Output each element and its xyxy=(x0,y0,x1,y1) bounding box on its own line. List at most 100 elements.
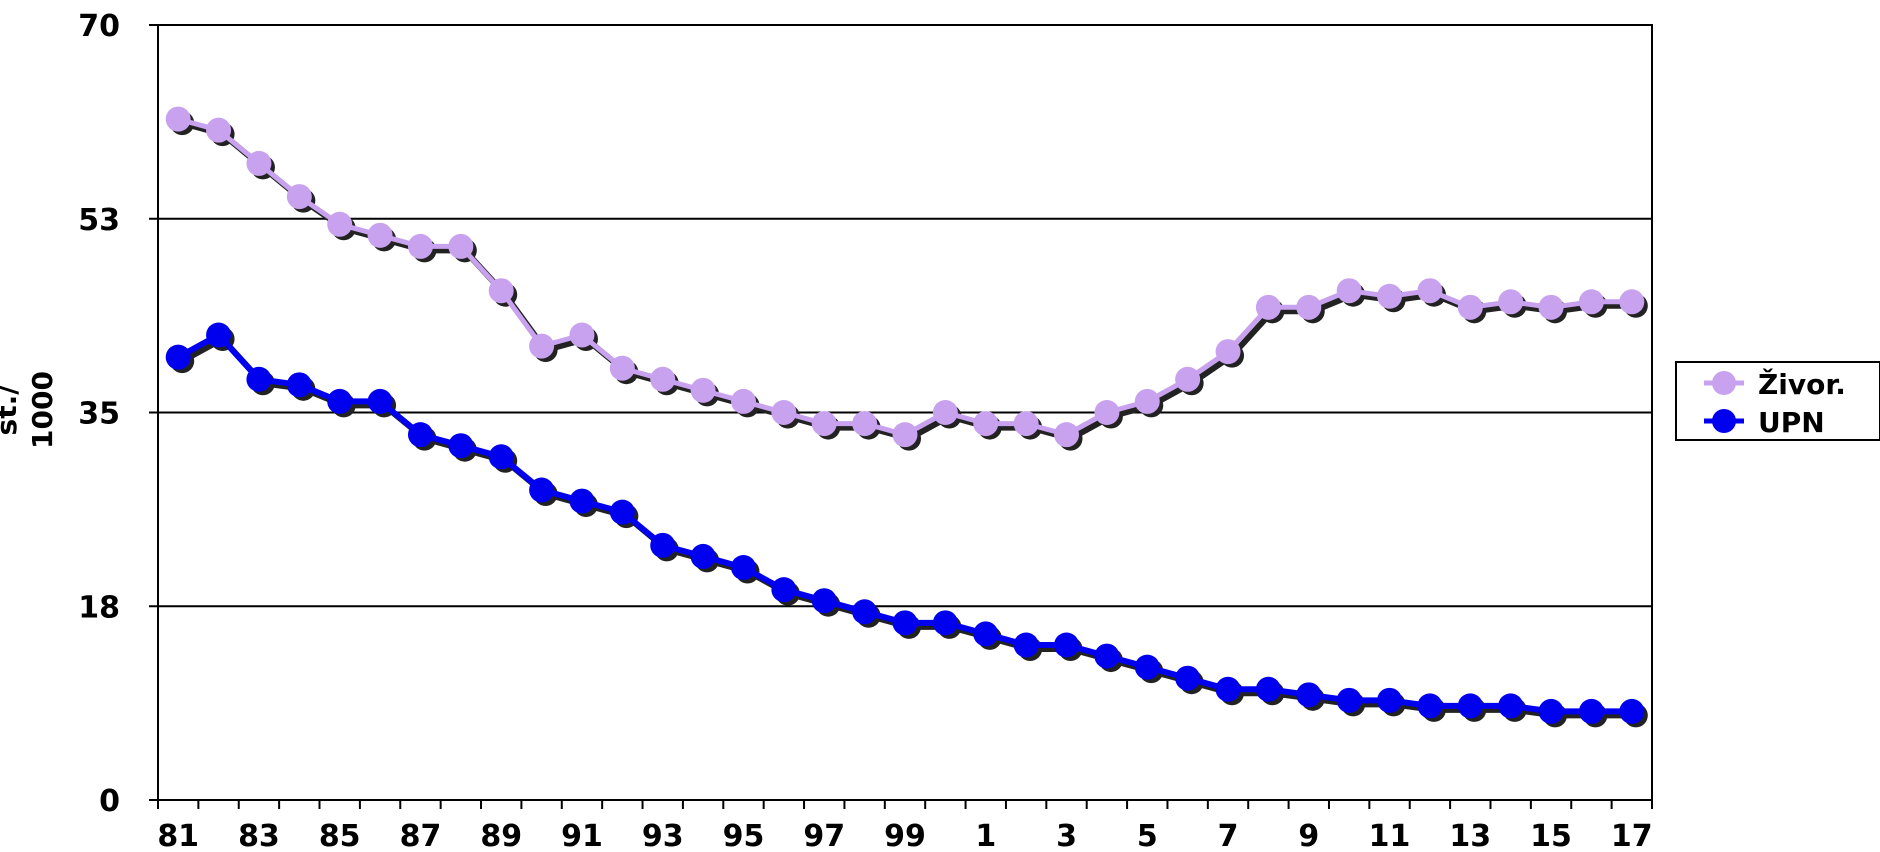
x-tick-label: 97 xyxy=(803,819,845,852)
series-layer xyxy=(165,106,1648,728)
data-point xyxy=(973,621,999,647)
data-point xyxy=(367,222,393,248)
y-axis-label-line2: 1000 xyxy=(26,371,59,449)
data-point xyxy=(1215,676,1241,702)
data-point xyxy=(1134,654,1160,680)
x-tick-label: 13 xyxy=(1449,819,1491,852)
data-point xyxy=(1094,400,1120,425)
data-point xyxy=(448,433,474,459)
legend-marker-upn xyxy=(1712,409,1736,433)
x-tick-label: 91 xyxy=(561,819,603,852)
y-tick-label: 35 xyxy=(78,397,120,432)
data-point xyxy=(448,233,474,259)
data-point xyxy=(1296,682,1322,708)
data-point xyxy=(650,532,676,558)
data-point xyxy=(1094,643,1120,669)
series-line xyxy=(177,116,1632,438)
data-point xyxy=(1013,632,1039,658)
legend: Živor. UPN xyxy=(1675,361,1880,441)
y-tick-label: 18 xyxy=(78,590,120,625)
x-tick-label: 93 xyxy=(642,819,684,852)
series-shadow xyxy=(181,120,1636,442)
data-point xyxy=(488,444,514,470)
series-line xyxy=(176,332,1632,715)
data-point xyxy=(609,499,635,525)
data-point xyxy=(246,150,272,176)
data-point xyxy=(1013,411,1039,437)
legend-label-upn: UPN xyxy=(1758,406,1825,439)
data-point xyxy=(165,344,191,370)
data-point xyxy=(327,211,353,237)
data-point xyxy=(206,322,232,348)
gridlines xyxy=(158,217,1652,608)
data-point xyxy=(1457,693,1483,719)
data-point xyxy=(206,117,232,143)
legend-item-zivor: Živor. xyxy=(1704,367,1846,401)
data-point xyxy=(488,278,514,304)
data-point xyxy=(1215,339,1241,365)
legend-box xyxy=(1675,361,1880,441)
x-tick-label: 99 xyxy=(884,819,926,852)
data-point xyxy=(892,610,918,636)
data-point xyxy=(650,366,676,392)
x-tick-label: 9 xyxy=(1298,819,1319,852)
x-tick-label: 3 xyxy=(1056,819,1077,852)
data-point xyxy=(1175,366,1201,392)
data-point xyxy=(1054,632,1080,658)
x-tick-label: 15 xyxy=(1530,819,1572,852)
legend-label-zivor: Živor. xyxy=(1758,367,1846,401)
data-point xyxy=(286,184,312,210)
data-point xyxy=(1578,289,1604,315)
legend-marker-zivor xyxy=(1712,371,1736,395)
data-point xyxy=(690,377,716,403)
data-point xyxy=(1538,294,1564,320)
data-point xyxy=(690,543,716,569)
data-point xyxy=(569,322,595,348)
data-point xyxy=(1498,289,1524,315)
data-point xyxy=(1175,665,1201,691)
series-zivor xyxy=(165,106,1648,451)
data-point xyxy=(407,422,433,448)
data-point xyxy=(811,588,837,614)
data-point xyxy=(246,366,272,392)
data-point xyxy=(1255,294,1281,320)
data-point xyxy=(1417,693,1443,719)
data-point xyxy=(1255,676,1281,702)
data-point xyxy=(852,411,878,437)
x-tick-label: 17 xyxy=(1611,819,1653,852)
y-tick-label: 53 xyxy=(78,203,120,238)
data-point xyxy=(1134,388,1160,414)
x-tick-label: 83 xyxy=(238,819,280,852)
data-point xyxy=(973,411,999,437)
data-point xyxy=(165,106,191,132)
data-point xyxy=(529,333,555,359)
data-point xyxy=(932,610,958,636)
series-upn xyxy=(165,322,1648,728)
data-point xyxy=(327,388,353,414)
data-point xyxy=(1377,687,1403,713)
x-tick-label: 87 xyxy=(400,819,442,852)
y-axis-label-line1: st./ xyxy=(0,384,23,436)
series-shadow xyxy=(180,336,1636,719)
x-tick-label: 89 xyxy=(480,819,522,852)
data-point xyxy=(892,422,918,448)
x-tick-label: 81 xyxy=(157,819,199,852)
data-point xyxy=(1498,693,1524,719)
data-point xyxy=(730,388,756,414)
x-tick-label: 1 xyxy=(975,819,996,852)
data-point xyxy=(529,477,555,503)
data-point xyxy=(811,411,837,437)
data-point xyxy=(1054,422,1080,448)
data-point xyxy=(367,388,393,414)
data-point xyxy=(1336,687,1362,713)
data-point xyxy=(1457,294,1483,320)
x-tick-label: 95 xyxy=(723,819,765,852)
axes xyxy=(149,24,1653,809)
data-point xyxy=(609,355,635,381)
data-point xyxy=(286,372,312,398)
data-point xyxy=(1296,294,1322,320)
data-point xyxy=(932,400,958,425)
x-tick-label: 5 xyxy=(1137,819,1158,852)
